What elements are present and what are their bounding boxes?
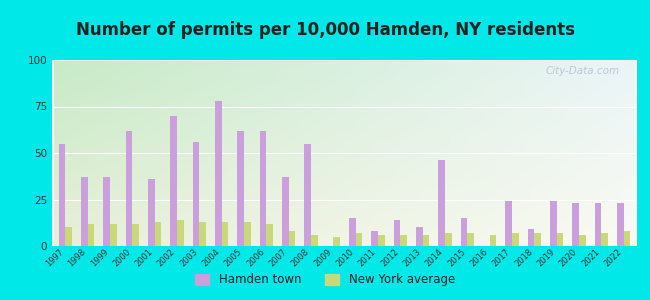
Bar [155, 222, 161, 246]
Bar [512, 233, 519, 246]
Bar [192, 142, 200, 246]
Bar [528, 229, 534, 246]
Bar [422, 235, 430, 246]
Bar [333, 237, 340, 246]
Bar [103, 177, 110, 246]
Bar [177, 220, 184, 246]
Bar [394, 220, 400, 246]
Bar [489, 235, 497, 246]
Bar [237, 131, 244, 246]
Bar [125, 131, 133, 246]
Bar [467, 233, 474, 246]
Bar [438, 160, 445, 246]
Bar [445, 233, 452, 246]
Bar [58, 144, 66, 246]
Bar [572, 203, 579, 246]
Bar [266, 224, 273, 246]
Text: Number of permits per 10,000 Hamden, NY residents: Number of permits per 10,000 Hamden, NY … [75, 21, 575, 39]
Bar [349, 218, 356, 246]
Bar [378, 235, 385, 246]
Bar [148, 179, 155, 246]
Bar [81, 177, 88, 246]
Bar [400, 235, 407, 246]
Bar [534, 233, 541, 246]
Text: City-Data.com: City-Data.com [545, 66, 619, 76]
Bar [579, 235, 586, 246]
Bar [215, 101, 222, 246]
Bar [550, 201, 556, 246]
Bar [133, 224, 139, 246]
Bar [282, 177, 289, 246]
Bar [556, 233, 564, 246]
Bar [461, 218, 467, 246]
Bar [88, 224, 94, 246]
Bar [416, 227, 422, 246]
Bar [617, 203, 623, 246]
Bar [289, 231, 295, 246]
Legend: Hamden town, New York average: Hamden town, New York average [190, 269, 460, 291]
Bar [623, 231, 630, 246]
Bar [601, 233, 608, 246]
Bar [259, 131, 266, 246]
Bar [200, 222, 206, 246]
Bar [371, 231, 378, 246]
Bar [595, 203, 601, 246]
Bar [311, 235, 318, 246]
Bar [244, 222, 251, 246]
Bar [110, 224, 117, 246]
Bar [170, 116, 177, 246]
Bar [356, 233, 362, 246]
Bar [304, 144, 311, 246]
Bar [505, 201, 512, 246]
Bar [66, 227, 72, 246]
Bar [222, 222, 228, 246]
